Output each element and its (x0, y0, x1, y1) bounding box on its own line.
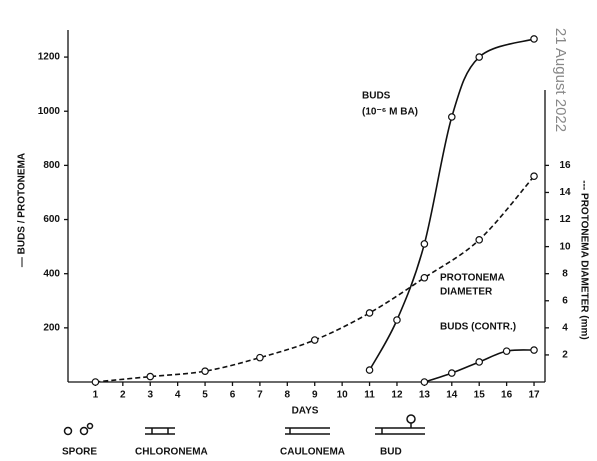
annotation: (10⁻⁶ M BA) (362, 107, 418, 118)
y-tick-label: 200 (43, 322, 60, 333)
x-tick-label: 12 (391, 390, 403, 401)
stage-label: SPORE (62, 447, 97, 458)
point (503, 348, 509, 354)
x-axis-label: DAYS (292, 406, 319, 417)
y-axis-label: — BUDS / PROTONEMA (17, 153, 28, 267)
y2-axis-label: --- PROTONEMA DIAMETER (mm) (578, 180, 589, 339)
stage-label: CAULONEMA (280, 447, 345, 458)
x-tick-label: 4 (175, 390, 181, 401)
x-tick-label: 2 (120, 390, 126, 401)
point (421, 275, 427, 281)
point (476, 359, 482, 365)
point (312, 337, 318, 343)
point (476, 237, 482, 243)
stage-label: CHLORONEMA (135, 447, 208, 458)
y2-tick-label: 8 (562, 268, 568, 279)
y2-tick-label: 4 (562, 322, 568, 333)
annotation: DIAMETER (440, 287, 493, 298)
x-tick-label: 6 (230, 390, 236, 401)
annotation: BUDS (362, 91, 391, 102)
point (531, 173, 537, 179)
point (531, 347, 537, 353)
y2-tick-label: 12 (559, 214, 571, 225)
watermark: 21 August 2022 (552, 28, 569, 132)
x-tick-label: 8 (285, 390, 291, 401)
point (421, 241, 427, 247)
point (476, 54, 482, 60)
point (421, 379, 427, 385)
y-tick-label: 800 (43, 160, 60, 171)
x-tick-label: 7 (257, 390, 263, 401)
x-tick-label: 9 (312, 390, 318, 401)
x-tick-label: 14 (446, 390, 458, 401)
series-line (424, 350, 534, 382)
x-tick-label: 11 (364, 390, 375, 401)
point (531, 36, 537, 42)
point (202, 368, 208, 374)
point (449, 114, 455, 120)
x-tick-label: 1 (93, 390, 99, 401)
point (394, 317, 400, 323)
y-tick-label: 1200 (38, 52, 61, 63)
y2-tick-label: 14 (559, 187, 571, 198)
point (257, 354, 263, 360)
chart: 21 August 2022 — BUDS / PROTONEMA --- PR… (0, 0, 597, 461)
y-tick-label: 400 (43, 268, 60, 279)
y2-tick-label: 10 (559, 241, 571, 252)
point (147, 373, 153, 379)
point (366, 310, 372, 316)
y2-tick-label: 6 (562, 295, 568, 306)
point (366, 367, 372, 373)
stage-icons (65, 415, 426, 435)
x-tick-label: 5 (202, 390, 208, 401)
x-tick-label: 16 (501, 390, 513, 401)
y-tick-label: 600 (43, 214, 60, 225)
y2-tick-label: 16 (559, 160, 571, 171)
point (92, 379, 98, 385)
y-tick-label: 1000 (38, 106, 61, 117)
x-tick-label: 13 (419, 390, 431, 401)
x-tick-label: 3 (147, 390, 153, 401)
point (449, 370, 455, 376)
x-tick-label: 10 (337, 390, 349, 401)
annotation: PROTONEMA (440, 273, 505, 284)
annotation: BUDS (CONTR.) (440, 322, 516, 333)
x-tick-label: 17 (528, 390, 540, 401)
stage-label: BUD (380, 447, 402, 458)
y2-tick-label: 2 (562, 350, 568, 361)
x-tick-label: 15 (474, 390, 486, 401)
